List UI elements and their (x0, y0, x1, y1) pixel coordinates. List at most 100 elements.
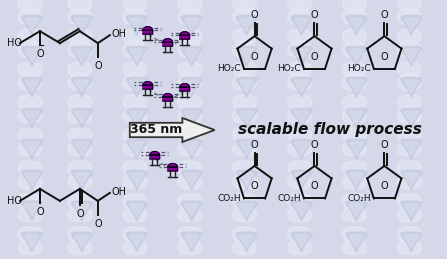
Polygon shape (72, 232, 92, 252)
Polygon shape (185, 49, 198, 62)
Polygon shape (68, 29, 92, 46)
Polygon shape (405, 142, 418, 155)
Polygon shape (291, 16, 312, 35)
Polygon shape (287, 73, 312, 90)
Polygon shape (185, 173, 198, 186)
Polygon shape (397, 128, 422, 145)
Polygon shape (232, 139, 257, 156)
Polygon shape (18, 0, 42, 13)
Polygon shape (232, 29, 257, 46)
Polygon shape (405, 18, 418, 31)
Polygon shape (397, 40, 422, 57)
Text: O: O (251, 140, 258, 150)
Polygon shape (25, 173, 38, 186)
Polygon shape (168, 163, 177, 171)
Polygon shape (295, 235, 308, 248)
Polygon shape (236, 170, 257, 190)
Polygon shape (18, 0, 42, 13)
Polygon shape (397, 227, 422, 244)
Polygon shape (25, 111, 38, 124)
Polygon shape (21, 139, 42, 159)
Polygon shape (350, 142, 363, 155)
Polygon shape (123, 7, 147, 24)
Polygon shape (127, 170, 147, 190)
Text: HO₂C: HO₂C (347, 64, 371, 73)
Polygon shape (232, 139, 257, 156)
Polygon shape (68, 73, 92, 90)
Polygon shape (25, 235, 38, 248)
Polygon shape (232, 62, 257, 79)
Polygon shape (18, 106, 42, 123)
Polygon shape (295, 204, 308, 217)
Polygon shape (397, 95, 422, 112)
Polygon shape (295, 204, 308, 217)
Polygon shape (397, 128, 422, 145)
Polygon shape (18, 128, 42, 145)
Polygon shape (68, 73, 92, 90)
Polygon shape (287, 95, 312, 112)
Polygon shape (21, 232, 42, 252)
Polygon shape (18, 161, 42, 178)
Polygon shape (401, 170, 422, 190)
Text: O: O (311, 140, 318, 150)
Polygon shape (397, 7, 422, 24)
Polygon shape (401, 201, 422, 221)
Polygon shape (240, 173, 253, 186)
Polygon shape (240, 142, 253, 155)
Polygon shape (295, 142, 308, 155)
Polygon shape (346, 170, 367, 190)
Polygon shape (123, 128, 147, 145)
Polygon shape (18, 73, 42, 90)
Polygon shape (185, 173, 198, 186)
Polygon shape (401, 108, 422, 128)
Polygon shape (236, 232, 257, 252)
Polygon shape (72, 139, 92, 159)
Polygon shape (18, 194, 42, 211)
Polygon shape (18, 62, 42, 79)
Polygon shape (178, 194, 202, 211)
Polygon shape (21, 170, 42, 190)
Polygon shape (123, 238, 147, 255)
Polygon shape (21, 232, 42, 252)
Polygon shape (72, 46, 92, 66)
Polygon shape (240, 18, 253, 31)
Polygon shape (68, 40, 92, 57)
Polygon shape (143, 27, 152, 34)
Polygon shape (397, 238, 422, 255)
Polygon shape (130, 142, 143, 155)
Polygon shape (185, 142, 198, 155)
Polygon shape (287, 40, 312, 57)
Polygon shape (68, 29, 92, 46)
Polygon shape (178, 172, 202, 189)
Polygon shape (405, 173, 418, 186)
Polygon shape (236, 170, 257, 190)
Polygon shape (75, 142, 89, 155)
Polygon shape (401, 108, 422, 128)
Polygon shape (178, 238, 202, 255)
Polygon shape (232, 73, 257, 90)
Polygon shape (127, 201, 147, 221)
Polygon shape (178, 128, 202, 145)
Polygon shape (342, 238, 367, 255)
Polygon shape (127, 77, 147, 97)
Polygon shape (405, 49, 418, 62)
Polygon shape (123, 194, 147, 211)
Polygon shape (25, 18, 38, 31)
Polygon shape (68, 139, 92, 156)
Polygon shape (123, 194, 147, 211)
Polygon shape (401, 46, 422, 66)
Polygon shape (178, 106, 202, 123)
Polygon shape (123, 161, 147, 178)
Polygon shape (236, 46, 257, 66)
Polygon shape (123, 73, 147, 90)
Polygon shape (342, 205, 367, 222)
Polygon shape (236, 201, 257, 221)
Polygon shape (291, 201, 312, 221)
Polygon shape (240, 80, 253, 93)
Polygon shape (75, 235, 89, 248)
Polygon shape (232, 95, 257, 112)
Polygon shape (123, 227, 147, 244)
Polygon shape (72, 108, 92, 128)
Polygon shape (18, 95, 42, 112)
Polygon shape (178, 106, 202, 123)
